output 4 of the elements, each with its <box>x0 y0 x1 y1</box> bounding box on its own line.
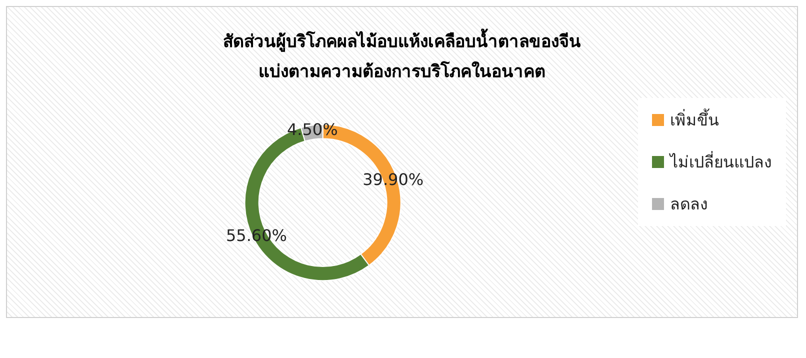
legend-label: ไม่เปลี่ยนแปลง <box>668 150 772 172</box>
legend-label: เพิ่มขึ้น <box>670 108 719 130</box>
chart-title: สัดส่วนผู้บริโภคผลไม้อบแห้งเคลือบน้ำตาลของจีน แบ่งตามความต้องการบริโภคในอนาคต <box>223 28 581 82</box>
legend-label: ลดลง <box>670 194 708 214</box>
